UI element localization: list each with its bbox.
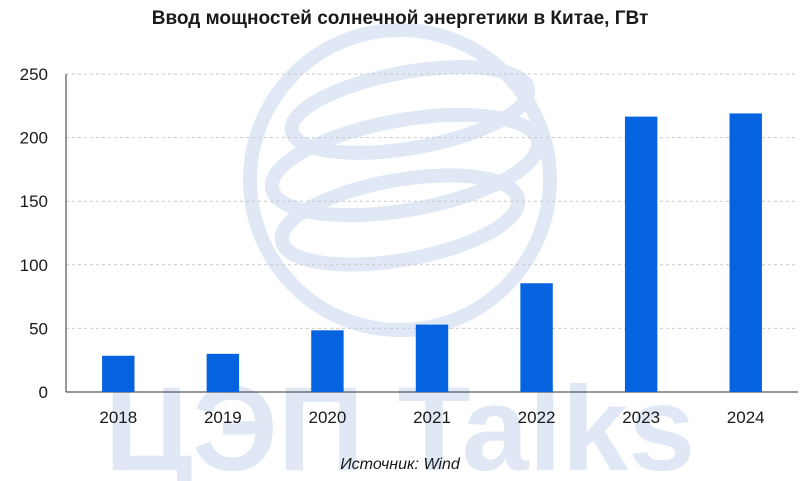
chart-title: Ввод мощностей солнечной энергетики в Ки…	[151, 8, 649, 29]
y-tick-label: 100	[20, 256, 48, 275]
bars	[102, 113, 762, 392]
x-tick-label: 2019	[204, 408, 242, 427]
x-tick-label: 2024	[727, 408, 765, 427]
bar-2022	[520, 283, 553, 392]
y-tick-label: 150	[20, 192, 48, 211]
globe-logo-icon	[243, 23, 557, 337]
bar-2024	[729, 113, 762, 392]
watermark-text: ЦЭП Talks	[105, 362, 696, 481]
x-tick-label: 2020	[309, 408, 347, 427]
y-tick-label: 50	[29, 319, 48, 338]
gridlines	[66, 73, 798, 329]
bar-2018	[102, 355, 135, 392]
bar-2021	[415, 324, 449, 392]
x-tick-label: 2023	[622, 408, 660, 427]
bar-2020	[311, 330, 344, 392]
y-tick-label: 0	[39, 383, 48, 402]
bar-2019	[206, 353, 240, 392]
x-tick-label: 2021	[413, 408, 451, 427]
x-tick-label: 2022	[518, 408, 556, 427]
bar-2023	[624, 116, 658, 392]
x-tick-label: 2018	[99, 408, 137, 427]
source-note: Источник: Wind	[340, 456, 460, 473]
y-tick-label: 200	[20, 129, 48, 148]
x-axis: 2018 2019 2020 2021 2022 2023 2024	[99, 408, 764, 427]
y-tick-label: 250	[20, 65, 48, 84]
y-axis: 0 50 100 150 200 250	[20, 65, 798, 402]
